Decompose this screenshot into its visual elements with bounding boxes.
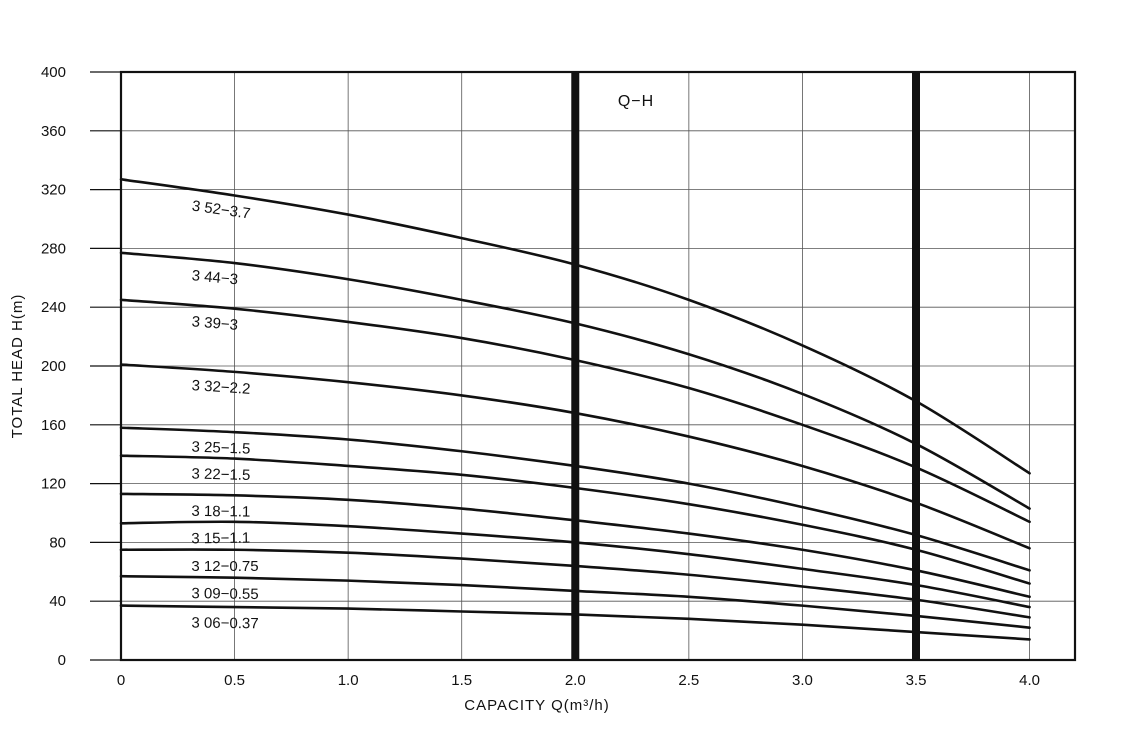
highlight-lines (571, 72, 920, 660)
y-axis-title: TOTAL HEAD H(m) (9, 294, 26, 439)
series-label: 3 09−0.55 (191, 585, 258, 603)
series-label: 3 44−3 (191, 267, 239, 288)
x-tick-label: 1.5 (451, 672, 472, 689)
y-tick-label: 320 (41, 182, 66, 199)
series-label: 3 39−3 (191, 313, 238, 334)
series-line (119, 574, 1031, 629)
x-tick-label: 3.5 (906, 672, 927, 689)
x-tick-label: 2.0 (565, 672, 586, 689)
series-line (119, 178, 1031, 475)
series-line (119, 426, 1031, 572)
series-label: 3 25−1.5 (191, 438, 250, 457)
x-tick-label: 4.0 (1019, 672, 1040, 689)
series-line (119, 492, 1031, 599)
x-tick-label: 1.0 (338, 672, 359, 689)
y-tick-label: 400 (41, 64, 66, 81)
series-line (119, 604, 1031, 641)
x-tick-label: 2.5 (678, 672, 699, 689)
series-line (119, 363, 1031, 550)
y-tick-label: 40 (49, 593, 66, 610)
series-label: 3 18−1.1 (191, 503, 250, 521)
chart-title: Q−H (618, 93, 654, 110)
tick-marks: 0 40 80 120 160 200 240 280 320 360 400 0 0.5 1.0 1.5 2… (41, 64, 1040, 689)
series-label: 3 15−1.1 (191, 530, 250, 548)
y-tick-label: 200 (41, 358, 66, 375)
y-tick-label: 160 (41, 417, 66, 434)
series-line (119, 520, 1031, 609)
y-tick-label: 280 (41, 240, 66, 257)
x-tick-label: 0 (117, 672, 125, 689)
series-label: 3 12−0.75 (191, 558, 258, 575)
series-label: 3 32−2.2 (191, 377, 251, 398)
series-line (119, 454, 1031, 585)
curves (119, 178, 1031, 641)
series-label: 3 06−0.37 (191, 615, 258, 633)
y-tick-label: 120 (41, 476, 66, 493)
series-label: 3 22−1.5 (191, 465, 250, 484)
x-axis-title: CAPACITY Q(m³/h) (464, 697, 609, 714)
y-tick-label: 80 (49, 534, 66, 551)
x-tick-label: 3.0 (792, 672, 813, 689)
series-line (119, 298, 1031, 524)
x-tick-label: 0.5 (224, 672, 245, 689)
y-tick-label: 0 (58, 652, 66, 669)
y-tick-label: 240 (41, 299, 66, 316)
series-line (119, 548, 1031, 619)
y-tick-label: 360 (41, 123, 66, 140)
series-line (119, 251, 1031, 510)
series-label: 3 52−3.7 (191, 197, 252, 222)
